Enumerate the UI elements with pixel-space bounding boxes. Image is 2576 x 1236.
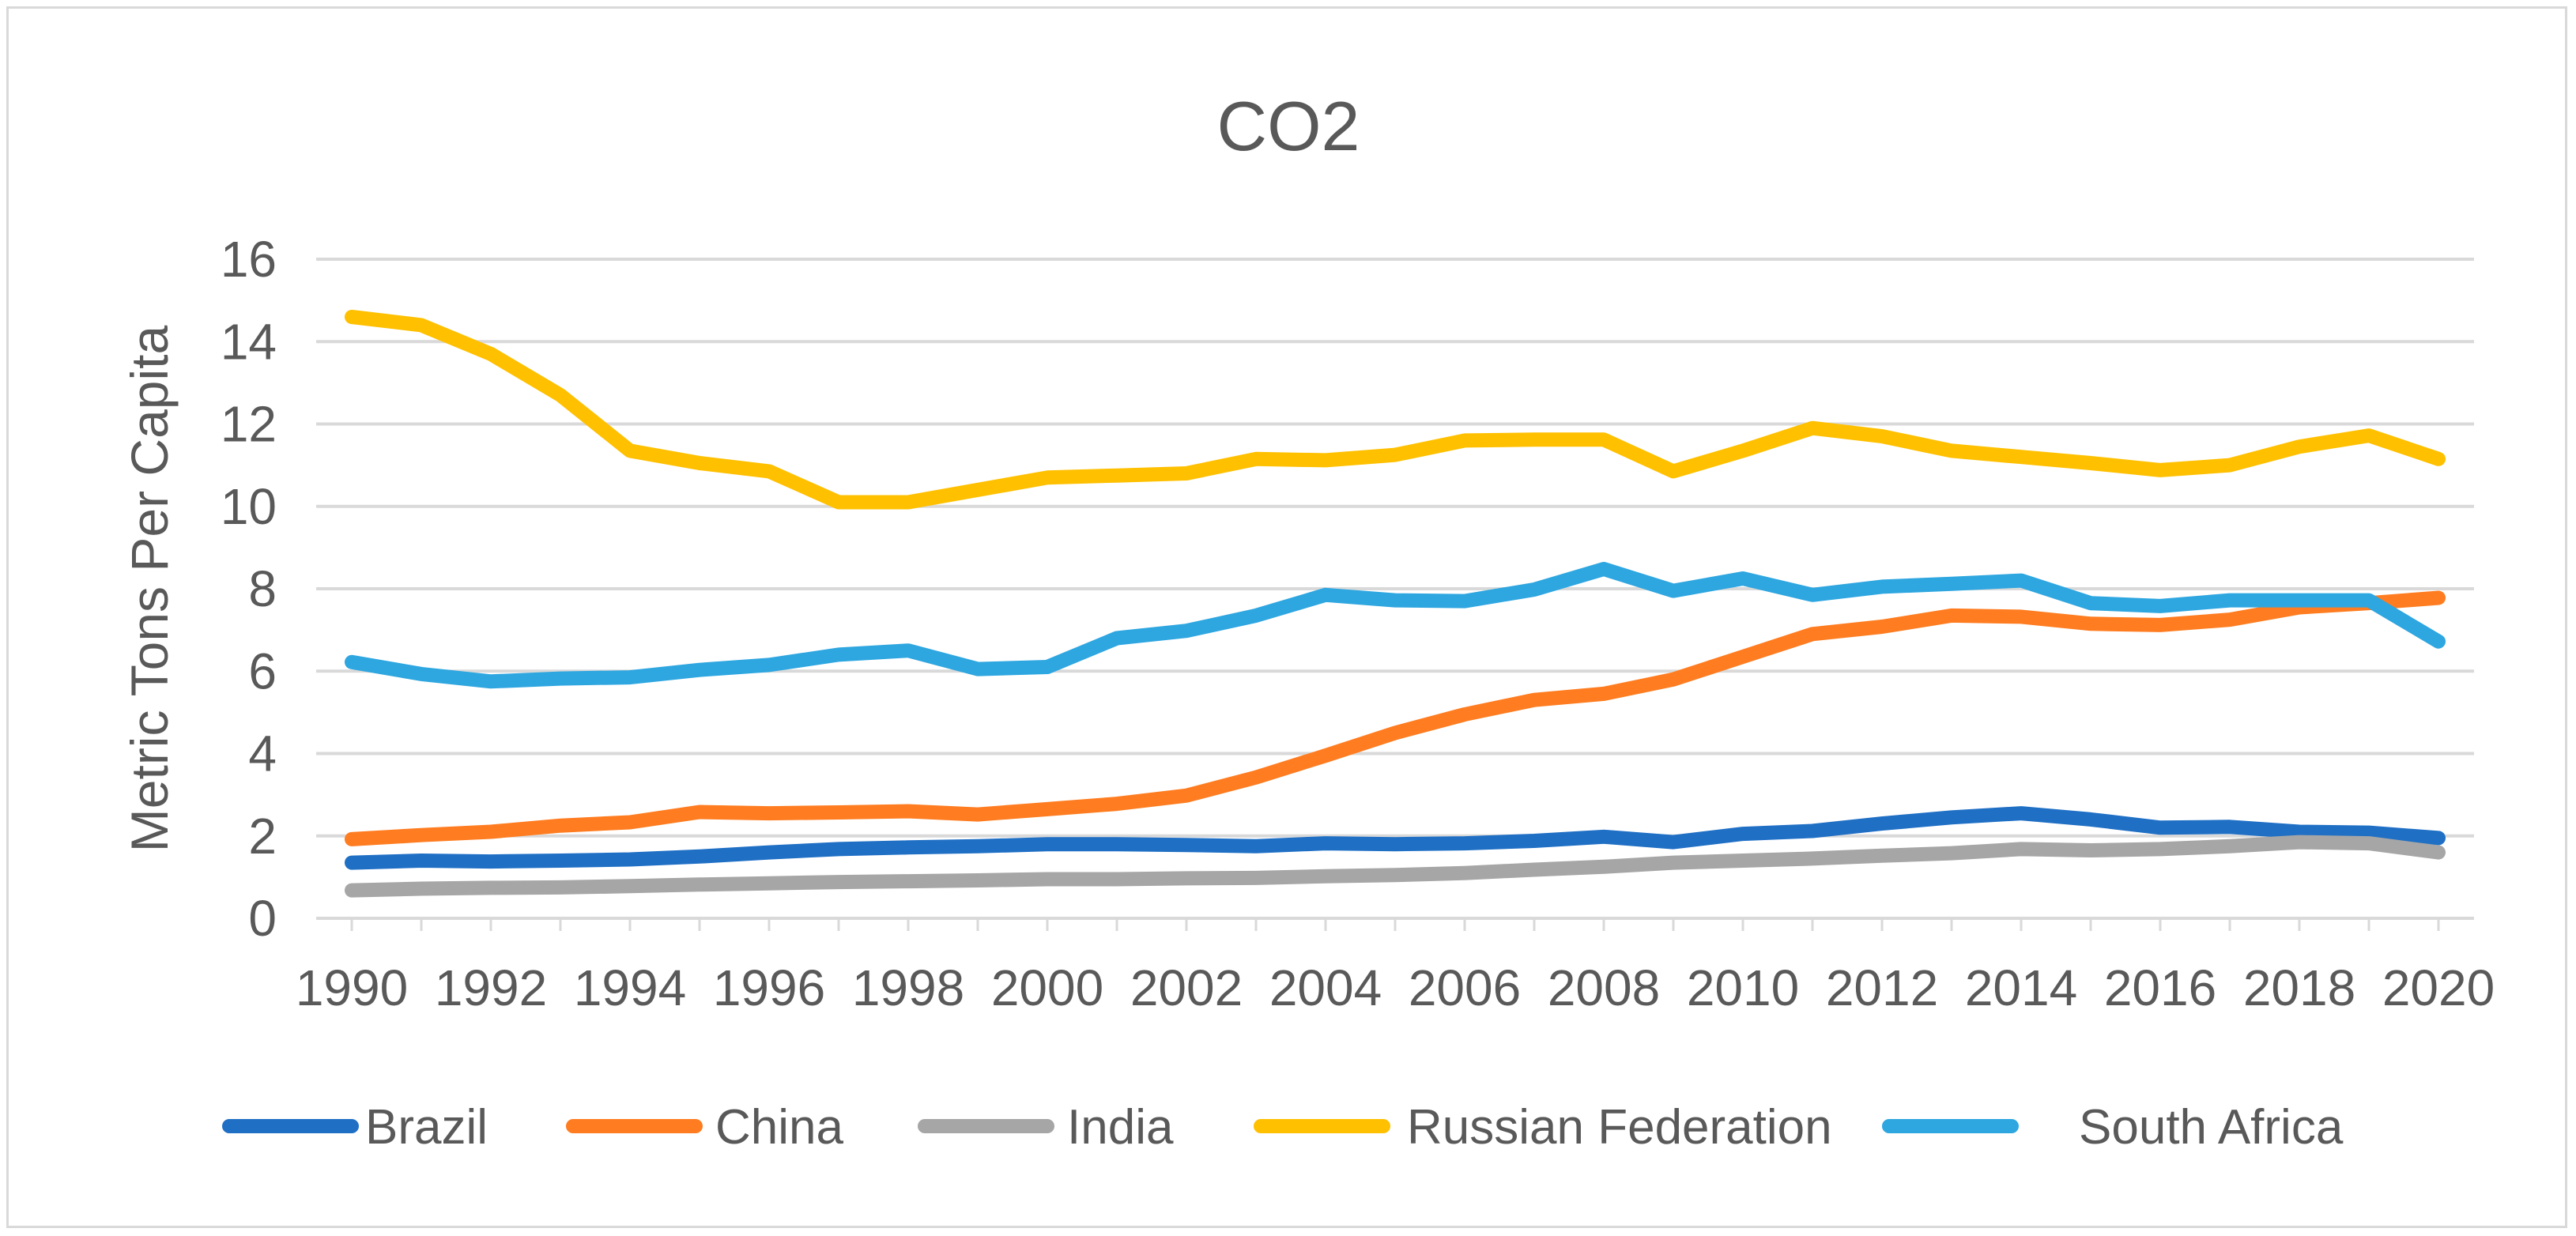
x-tick-label: 2006 [1409, 959, 1521, 1016]
y-tick-label: 10 [221, 478, 277, 535]
legend-label-india: India [1067, 1100, 1174, 1155]
y-tick-label: 6 [248, 642, 277, 699]
legend-label-south-africa: South Africa [2079, 1100, 2344, 1155]
series-lines [345, 310, 2446, 898]
legend: Brazil China India Russian Federation South … [222, 1100, 2344, 1155]
y-tick-label: 4 [248, 725, 277, 782]
y-axis-title: Metric Tons Per Capita [120, 326, 179, 853]
x-tick-label: 1992 [435, 959, 547, 1016]
y-tick-label: 2 [248, 808, 277, 865]
series-line-india [345, 835, 2446, 898]
y-tick-label: 12 [221, 396, 277, 453]
x-tick-label: 2016 [2104, 959, 2216, 1016]
series-line-russian-federation [345, 310, 2446, 510]
chart-title: CO2 [1217, 87, 1360, 165]
legend-label-brazil: Brazil [365, 1100, 488, 1155]
x-tick-label: 1990 [296, 959, 408, 1016]
x-tick-label: 2004 [1269, 959, 1382, 1016]
x-tick-label: 2018 [2243, 959, 2355, 1016]
x-tick-label: 2008 [1548, 959, 1660, 1016]
x-tick-label: 2020 [2382, 959, 2495, 1016]
y-tick-labels: 0 2 4 6 8 10 12 14 16 [221, 231, 277, 947]
x-tick-labels: 1990 1992 1994 1996 1998 2000 2002 2004 2006 2008… [296, 959, 2495, 1016]
x-tick-label: 2012 [1826, 959, 1938, 1016]
x-tick-label: 2002 [1130, 959, 1243, 1016]
x-tick-label: 2014 [1965, 959, 2077, 1016]
y-tick-label: 8 [248, 560, 277, 617]
x-tick-label: 1996 [713, 959, 825, 1016]
x-tick-label: 1998 [852, 959, 964, 1016]
series-line-south-africa [345, 562, 2446, 689]
y-tick-label: 16 [221, 231, 277, 288]
y-tick-label: 0 [248, 890, 277, 947]
x-tick-label: 2000 [991, 959, 1103, 1016]
legend-label-china: China [715, 1100, 844, 1155]
y-tick-label: 14 [221, 313, 277, 370]
series-line-brazil [345, 806, 2446, 870]
series-line-china [345, 590, 2446, 846]
chart-frame [6, 6, 2567, 1228]
axes [316, 917, 2474, 931]
gridlines [316, 258, 2474, 838]
x-tick-label: 1994 [574, 959, 686, 1016]
x-tick-label: 2010 [1687, 959, 1799, 1016]
legend-label-russian-federation: Russian Federation [1407, 1100, 1832, 1155]
